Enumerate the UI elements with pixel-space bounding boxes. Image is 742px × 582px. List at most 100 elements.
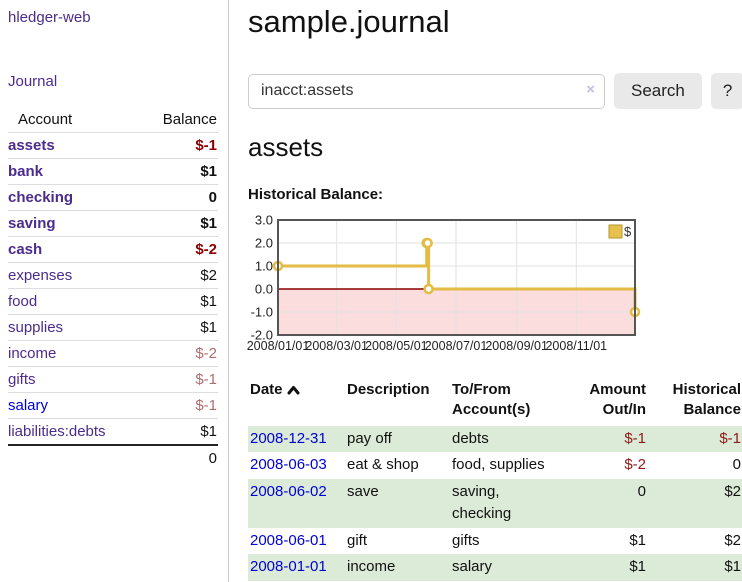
account-link[interactable]: expenses — [8, 267, 73, 284]
transaction-amount: 0 — [637, 482, 646, 500]
accounts-total-row: 0 — [8, 444, 218, 471]
transaction-accounts: food, supplies — [452, 456, 545, 473]
transaction-accounts: gifts — [452, 531, 480, 549]
data-point-marker — [423, 283, 434, 295]
account-row: salary $-1 — [8, 392, 218, 419]
transaction-balance: $2 — [724, 531, 741, 549]
transaction-accounts: debts — [452, 429, 489, 447]
account-balance: $-2 — [133, 340, 218, 367]
x-tick-label: 2008/09/01 — [485, 339, 548, 353]
account-link[interactable]: cash — [8, 241, 43, 258]
transaction-date-link[interactable]: 2008-06-02 — [250, 482, 327, 500]
transaction-date-link[interactable]: 2008-12-31 — [250, 429, 327, 447]
transaction-balance: $2 — [724, 482, 741, 500]
register-header-account: To/From Account(s) — [452, 381, 531, 419]
sort-ascending-icon — [287, 381, 300, 401]
transaction-description: eat & shop — [347, 456, 419, 473]
transaction-row[interactable]: 2008-12-31 pay off debts $-1 $-1 — [248, 425, 742, 452]
x-tick-label: 2008/05/01 — [365, 339, 428, 353]
account-link[interactable]: bank — [8, 163, 44, 180]
accounts-table: Account Balance assets $-1 bank — [8, 107, 218, 471]
transaction-accounts: saving, checking — [452, 482, 512, 523]
chart-label: Historical Balance: — [248, 186, 384, 203]
y-tick-label: -1.0 — [251, 305, 273, 320]
account-row: bank $1 — [8, 158, 218, 185]
transaction-balance: $1 — [724, 558, 741, 575]
search-button[interactable]: Search — [614, 73, 702, 109]
account-link[interactable]: food — [8, 293, 38, 310]
register-header-amount: Amount Out/In — [589, 381, 646, 419]
transaction-row[interactable]: 2008-01-01 income salary $1 $1 — [248, 554, 742, 581]
account-link[interactable]: gifts — [8, 371, 36, 388]
x-tick-label: 2008/01/01 — [247, 339, 310, 353]
register-table: Date Description To/From Account(s) Amou… — [248, 379, 742, 581]
transaction-description: income — [347, 558, 396, 575]
clear-search-icon[interactable]: × — [586, 80, 595, 98]
transaction-balance: $-1 — [719, 429, 741, 447]
accounts-header-balance: Balance — [162, 111, 217, 128]
account-heading: assets — [248, 132, 324, 162]
transaction-amount: $1 — [629, 558, 646, 575]
register-header-date[interactable]: Date — [248, 379, 345, 426]
account-link[interactable]: assets — [8, 137, 55, 154]
account-balance: $-2 — [133, 236, 218, 263]
account-row: assets $-1 — [8, 132, 218, 159]
account-balance: $-1 — [133, 366, 218, 393]
account-row: cash $-2 — [8, 236, 218, 263]
sidebar: hledger-web Journal Account Balance asse… — [0, 0, 229, 582]
historical-balance-chart: $3.0 2.0 1.0 0.0 -1.0 -2.0 2008/01/01 2008/03/0… — [247, 213, 742, 356]
account-link[interactable]: salary — [8, 397, 49, 414]
transaction-row[interactable]: 2008-06-01 gift gifts $1 $2 — [248, 528, 742, 555]
account-link[interactable]: saving — [8, 215, 56, 232]
account-row: food $1 — [8, 288, 218, 315]
transaction-row[interactable]: 2008-06-03 eat & shop food, supplies $-2… — [248, 452, 742, 479]
transaction-date-link[interactable]: 2008-06-03 — [250, 456, 327, 473]
transaction-row[interactable]: 2008-06-02 save saving, checking 0 $2 — [248, 478, 742, 528]
data-point-marker — [422, 237, 433, 249]
legend-swatch — [608, 224, 623, 239]
accounts-header-row: Account Balance — [8, 107, 218, 133]
accounts-header-account: Account — [18, 111, 73, 128]
transaction-amount: $-1 — [624, 429, 646, 447]
search-input[interactable] — [248, 73, 605, 109]
account-row: checking 0 — [8, 184, 218, 211]
transaction-date-link[interactable]: 2008-01-01 — [250, 558, 327, 575]
y-tick-label: -2.0 — [251, 328, 273, 343]
transaction-amount: $-2 — [624, 456, 646, 473]
account-balance: $1 — [133, 288, 218, 315]
account-link[interactable]: liabilities:debts — [8, 423, 106, 440]
register-header-description: Description — [347, 381, 430, 398]
account-balance: $2 — [133, 262, 218, 289]
chart-canvas: $3.0 2.0 1.0 0.0 -1.0 -2.02008/01/012008/03/0… — [247, 213, 641, 353]
account-link[interactable]: income — [8, 345, 57, 362]
brand-link[interactable]: hledger-web — [8, 9, 91, 26]
account-row: income $-2 — [8, 340, 218, 367]
account-balance: $1 — [133, 418, 218, 445]
transaction-date-link[interactable]: 2008-06-01 — [250, 531, 327, 549]
transaction-description: pay off — [347, 429, 392, 447]
accounts-total-value: 0 — [133, 444, 218, 471]
register-header-balance: Historical Balance — [672, 381, 741, 419]
account-balance: $1 — [133, 158, 218, 185]
account-row: expenses $2 — [8, 262, 218, 289]
account-balance: $-1 — [133, 132, 218, 159]
account-link[interactable]: supplies — [8, 319, 64, 336]
account-balance: 0 — [133, 184, 218, 211]
y-tick-label: 1.0 — [255, 259, 273, 274]
help-button[interactable]: ? — [710, 73, 742, 109]
account-balance: $1 — [133, 210, 218, 237]
account-link[interactable]: checking — [8, 189, 74, 206]
main-content: sample.journal × Search ? assets Histori… — [229, 0, 742, 582]
account-row: supplies $1 — [8, 314, 218, 341]
sidebar-item-journal[interactable]: Journal — [8, 73, 58, 90]
chart-border — [277, 219, 636, 336]
transaction-description: gift — [347, 531, 368, 549]
account-balance: $-1 — [133, 392, 218, 419]
x-tick-label: 2008/11/01 — [545, 339, 607, 353]
transaction-balance: 0 — [732, 456, 741, 473]
account-row: liabilities:debts $1 — [8, 418, 218, 445]
account-balance: $1 — [133, 314, 218, 341]
y-tick-label: 0.0 — [255, 282, 273, 297]
x-tick-label: 2008/07/01 — [425, 339, 488, 353]
